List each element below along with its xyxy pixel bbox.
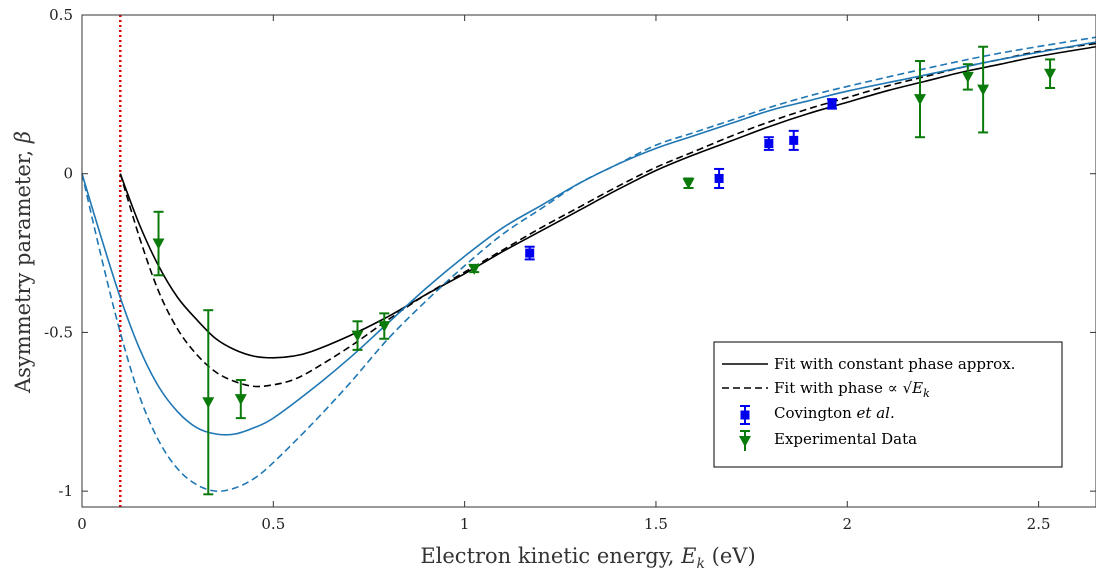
experimental-point bbox=[961, 63, 974, 91]
fit-curve-3 bbox=[81, 36, 1096, 493]
covington-point bbox=[788, 129, 799, 151]
x-tick-label: 2.5 bbox=[1027, 515, 1051, 533]
legend-label-constant: Fit with constant phase approx. bbox=[774, 355, 1015, 373]
experimental-point bbox=[202, 309, 215, 496]
legend-box bbox=[713, 341, 1063, 468]
x-tick-label: 1.5 bbox=[644, 515, 668, 533]
axes: 0 0.5 1 1.5 2 2.5 -1 -0.5 0 0.5 bbox=[44, 6, 1096, 533]
legend-label-sqrt: Fit with phase ∝ √Ek bbox=[774, 379, 930, 400]
fit-curve-2 bbox=[81, 41, 1096, 436]
x-tick-label: 2 bbox=[843, 515, 853, 533]
y-tick-label: -0.5 bbox=[44, 323, 73, 341]
experimental-point bbox=[468, 263, 481, 275]
covington-point bbox=[524, 245, 535, 261]
y-axis-title: Asymmetry parameter, β bbox=[11, 131, 35, 394]
legend: Fit with constant phase approx. Fit with… bbox=[713, 341, 1063, 468]
experimental-point bbox=[351, 320, 364, 351]
covington-point bbox=[714, 167, 725, 189]
covington-point bbox=[763, 136, 774, 151]
legend-label-experimental: Experimental Data bbox=[774, 430, 917, 448]
experimental-point bbox=[977, 45, 990, 134]
plot-frame bbox=[81, 14, 1096, 508]
x-axis-title: Electron kinetic energy, Ek (eV) bbox=[420, 544, 755, 572]
x-tick-label: 0 bbox=[77, 515, 87, 533]
experimental-point bbox=[378, 312, 391, 340]
x-tick-label: 1 bbox=[460, 515, 470, 533]
legend-marker-covington bbox=[740, 405, 750, 425]
experimental-point bbox=[152, 210, 165, 277]
x-tick-label: 0.5 bbox=[261, 515, 285, 533]
legend-label-covington: Covington et al. bbox=[774, 404, 895, 422]
y-tick-label: 0 bbox=[63, 165, 73, 183]
covington-point bbox=[826, 98, 837, 110]
fit-curve-1 bbox=[119, 42, 1096, 388]
legend-marker-experimental bbox=[739, 430, 751, 451]
fit-curves bbox=[81, 15, 1096, 507]
data-markers bbox=[152, 45, 1057, 496]
experimental-point bbox=[234, 379, 247, 420]
y-tick-label: -1 bbox=[58, 482, 73, 500]
fit-curve-0 bbox=[119, 45, 1096, 359]
experimental-point bbox=[1044, 58, 1057, 90]
y-tick-label: 0.5 bbox=[49, 6, 73, 24]
experimental-point bbox=[682, 177, 695, 190]
experimental-point bbox=[913, 60, 926, 139]
